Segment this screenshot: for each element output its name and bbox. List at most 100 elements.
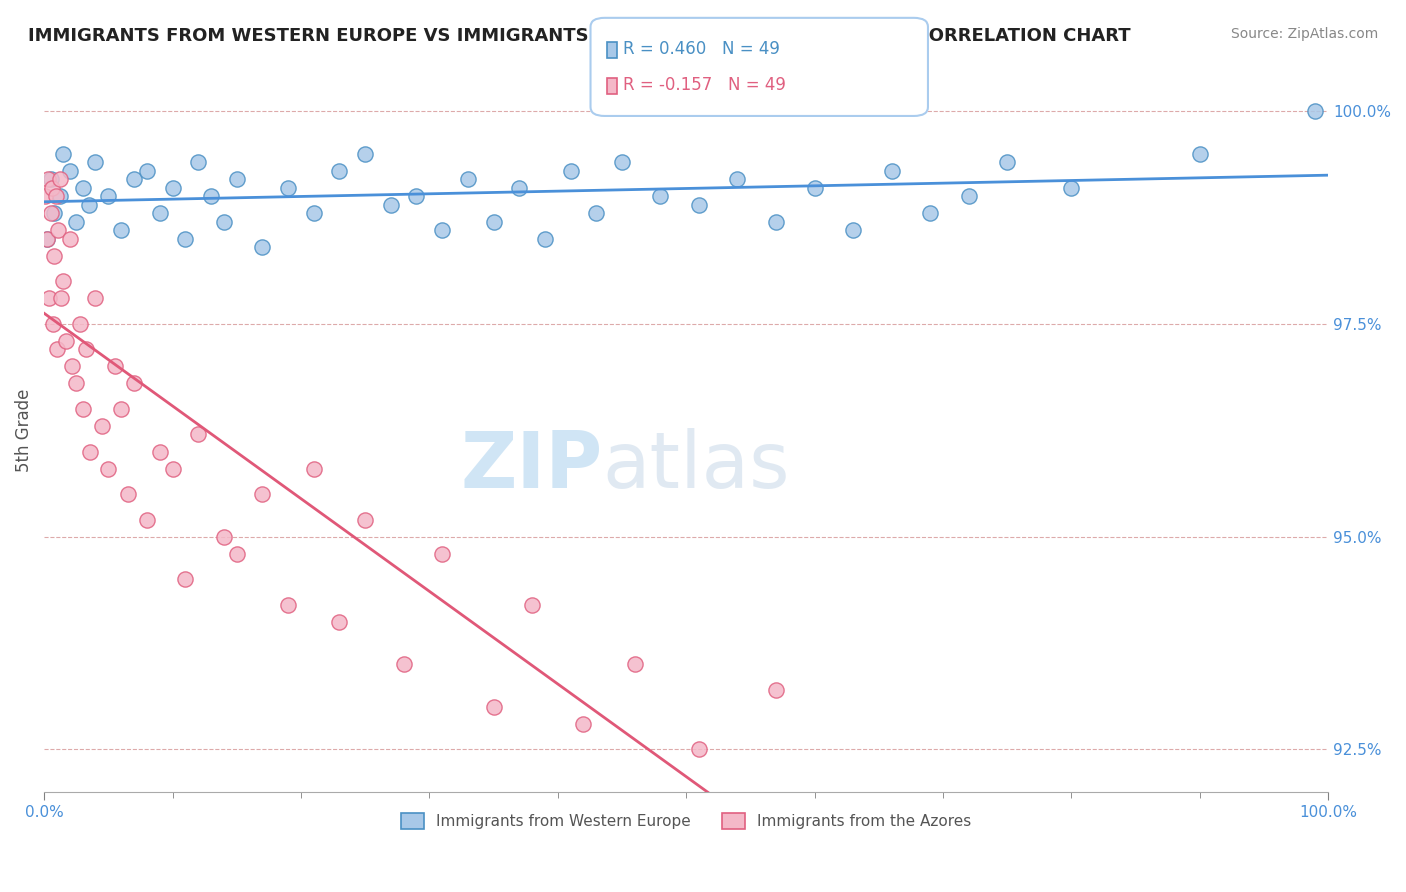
Point bbox=[117, 487, 139, 501]
Text: R = -0.157   N = 49: R = -0.157 N = 49 bbox=[623, 76, 786, 94]
Point bbox=[957, 189, 980, 203]
Point bbox=[149, 444, 172, 458]
Point bbox=[212, 215, 235, 229]
Point bbox=[688, 742, 710, 756]
Point bbox=[430, 547, 453, 561]
Point bbox=[122, 376, 145, 391]
Point bbox=[104, 359, 127, 374]
Point bbox=[430, 223, 453, 237]
Text: R = 0.460   N = 49: R = 0.460 N = 49 bbox=[623, 40, 780, 58]
Point bbox=[842, 223, 865, 237]
Point bbox=[457, 172, 479, 186]
Y-axis label: 5th Grade: 5th Grade bbox=[15, 389, 32, 472]
Point bbox=[572, 717, 595, 731]
Point bbox=[920, 206, 942, 220]
Point bbox=[623, 657, 645, 672]
Point bbox=[46, 223, 69, 237]
Point bbox=[610, 155, 633, 169]
Point bbox=[277, 598, 299, 612]
Point bbox=[508, 180, 530, 194]
Point bbox=[110, 401, 132, 416]
Point bbox=[765, 215, 787, 229]
Point bbox=[1188, 146, 1211, 161]
Point bbox=[482, 699, 505, 714]
Text: atlas: atlas bbox=[603, 428, 790, 504]
Point bbox=[55, 334, 77, 348]
Point bbox=[35, 232, 58, 246]
Point bbox=[65, 215, 87, 229]
Point bbox=[135, 163, 157, 178]
Point bbox=[48, 189, 70, 203]
Point bbox=[97, 189, 120, 203]
Point bbox=[354, 146, 377, 161]
Point bbox=[37, 172, 59, 186]
Point bbox=[174, 572, 197, 586]
Point bbox=[48, 172, 70, 186]
Legend: Immigrants from Western Europe, Immigrants from the Azores: Immigrants from Western Europe, Immigran… bbox=[395, 806, 977, 835]
Point bbox=[41, 180, 63, 194]
Point bbox=[42, 317, 65, 331]
Point bbox=[162, 180, 184, 194]
Point bbox=[34, 189, 56, 203]
Point bbox=[174, 232, 197, 246]
Point bbox=[162, 461, 184, 475]
Point bbox=[84, 291, 107, 305]
Point bbox=[328, 615, 350, 629]
Text: ZIP: ZIP bbox=[460, 428, 603, 504]
Point bbox=[354, 513, 377, 527]
Point bbox=[995, 155, 1018, 169]
Point bbox=[1060, 180, 1083, 194]
Point bbox=[46, 343, 69, 357]
Point bbox=[122, 172, 145, 186]
Point bbox=[49, 291, 72, 305]
Point bbox=[59, 232, 82, 246]
Point bbox=[277, 180, 299, 194]
Point bbox=[135, 513, 157, 527]
Point bbox=[69, 317, 91, 331]
Point bbox=[560, 163, 582, 178]
Point bbox=[187, 427, 209, 442]
Point bbox=[482, 215, 505, 229]
Point bbox=[302, 461, 325, 475]
Point bbox=[72, 180, 94, 194]
Point bbox=[97, 461, 120, 475]
Point bbox=[65, 376, 87, 391]
Point bbox=[79, 444, 101, 458]
Point bbox=[149, 206, 172, 220]
Point bbox=[520, 598, 543, 612]
Point bbox=[187, 155, 209, 169]
Point bbox=[77, 197, 100, 211]
Point bbox=[52, 146, 75, 161]
Point bbox=[252, 487, 274, 501]
Point bbox=[302, 206, 325, 220]
Point bbox=[44, 249, 66, 263]
Point bbox=[39, 172, 62, 186]
Point bbox=[39, 206, 62, 220]
Point bbox=[380, 197, 402, 211]
Point bbox=[35, 232, 58, 246]
Point bbox=[225, 172, 247, 186]
Text: Source: ZipAtlas.com: Source: ZipAtlas.com bbox=[1230, 27, 1378, 41]
Point bbox=[688, 197, 710, 211]
Text: IMMIGRANTS FROM WESTERN EUROPE VS IMMIGRANTS FROM THE AZORES 5TH GRADE CORRELATI: IMMIGRANTS FROM WESTERN EUROPE VS IMMIGR… bbox=[28, 27, 1130, 45]
Point bbox=[252, 240, 274, 254]
Point bbox=[328, 163, 350, 178]
Point bbox=[534, 232, 557, 246]
Point bbox=[84, 155, 107, 169]
Point bbox=[765, 682, 787, 697]
Point bbox=[44, 206, 66, 220]
Point bbox=[1303, 104, 1326, 119]
Point bbox=[110, 223, 132, 237]
Point bbox=[225, 547, 247, 561]
Point bbox=[76, 343, 98, 357]
Point bbox=[650, 189, 672, 203]
Point bbox=[727, 172, 749, 186]
Point bbox=[212, 530, 235, 544]
Point bbox=[38, 291, 60, 305]
Point bbox=[60, 359, 83, 374]
Point bbox=[803, 180, 825, 194]
Point bbox=[880, 163, 903, 178]
Point bbox=[52, 274, 75, 288]
Point bbox=[59, 163, 82, 178]
Point bbox=[45, 189, 67, 203]
